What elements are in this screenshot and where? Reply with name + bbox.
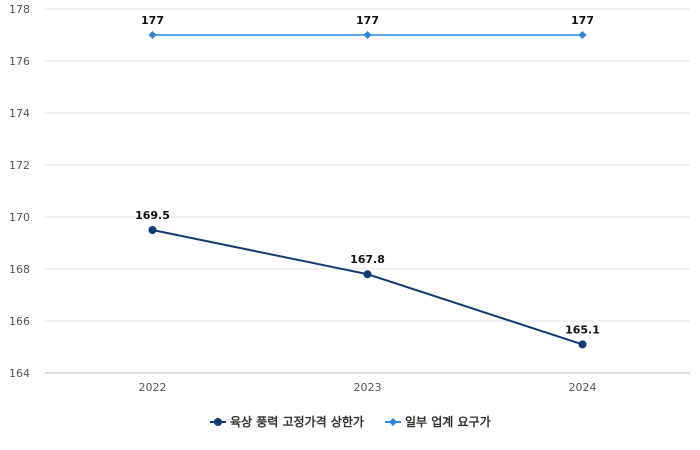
y-tick-label: 170 (9, 211, 30, 224)
legend-label: 일부 업계 요구가 (405, 414, 491, 429)
data-label: 177 (356, 14, 379, 27)
data-label: 165.1 (565, 323, 600, 336)
y-tick-label: 178 (9, 3, 30, 16)
data-label: 177 (141, 14, 164, 27)
data-point (578, 340, 587, 349)
data-point (363, 31, 372, 39)
data-point (148, 226, 157, 234)
y-tick-label: 174 (9, 107, 30, 120)
y-tick-label: 176 (9, 55, 30, 68)
x-tick-label: 2022 (139, 381, 167, 394)
data-point (363, 270, 372, 279)
y-tick-label: 166 (9, 315, 30, 328)
y-tick-label: 168 (9, 263, 30, 276)
series-line (152, 229, 583, 346)
data-point (578, 31, 587, 39)
legend-label: 육상 풍력 고정가격 상한가 (230, 414, 364, 429)
data-label: 167.8 (350, 253, 385, 266)
data-point (148, 31, 157, 39)
x-tick-label: 2024 (569, 381, 597, 394)
x-tick-label: 2023 (354, 381, 382, 394)
legend-marker-icon (389, 418, 397, 426)
data-label: 169.5 (135, 209, 170, 222)
y-tick-label: 164 (9, 367, 30, 380)
legend-marker-icon (214, 418, 222, 426)
data-label: 177 (571, 14, 594, 27)
y-tick-label: 172 (9, 159, 30, 172)
